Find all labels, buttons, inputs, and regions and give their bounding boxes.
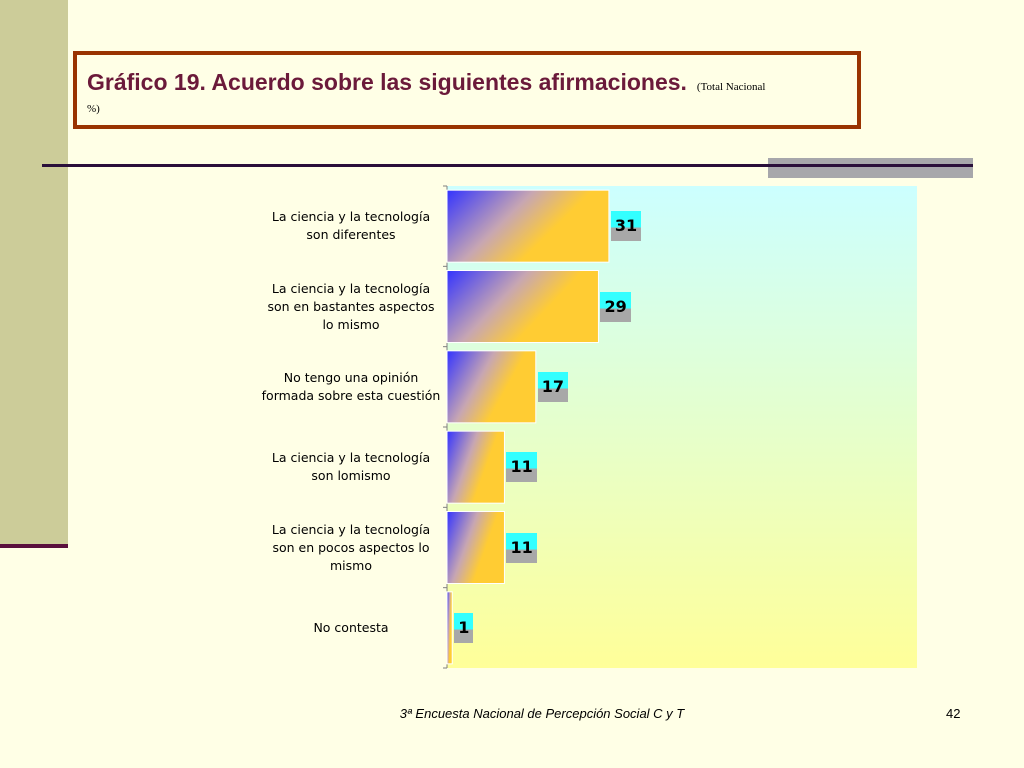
category-label: La ciencia y la tecnología son en bastan… xyxy=(267,280,435,332)
chart-title: Gráfico 19. Acuerdo sobre las siguientes… xyxy=(87,69,765,96)
data-label: 29 xyxy=(600,291,631,322)
left-decorative-band xyxy=(0,0,68,548)
data-label: 11 xyxy=(506,452,537,483)
bars-layer xyxy=(443,185,610,669)
data-label: 11 xyxy=(506,532,537,563)
divider-accent-block xyxy=(768,158,973,178)
category-label: No tengo una opinión formada sobre esta … xyxy=(261,369,441,403)
page-number: 42 xyxy=(946,706,961,721)
category-label: No contesta xyxy=(313,619,389,635)
data-label: 31 xyxy=(610,211,642,242)
bar xyxy=(446,270,599,343)
title-box: Gráfico 19. Acuerdo sobre las siguientes… xyxy=(73,51,861,129)
plot-area xyxy=(447,186,917,668)
category-label: La ciencia y la tecnología son lomismo xyxy=(271,450,431,484)
bar xyxy=(446,591,453,665)
bar xyxy=(446,430,505,504)
bar xyxy=(446,511,505,584)
left-decorative-rule xyxy=(0,544,68,548)
data-label: 1 xyxy=(454,612,474,643)
chart-subtitle: (Total Nacional xyxy=(696,81,766,93)
category-label: La ciencia y la tecnología son diferente… xyxy=(271,209,431,243)
data-label: 17 xyxy=(537,371,569,402)
chart-title-text: Gráfico 19. Acuerdo sobre las siguientes… xyxy=(87,69,687,95)
bar xyxy=(446,350,537,424)
divider-accent-line xyxy=(768,164,973,167)
divider-line xyxy=(42,164,973,167)
chart-subtitle-continuation: %) xyxy=(87,103,100,115)
footer-text: 3ª Encuesta Nacional de Percepción Socia… xyxy=(399,706,685,721)
bar xyxy=(446,189,610,263)
category-label: La ciencia y la tecnología son en pocos … xyxy=(271,521,431,573)
